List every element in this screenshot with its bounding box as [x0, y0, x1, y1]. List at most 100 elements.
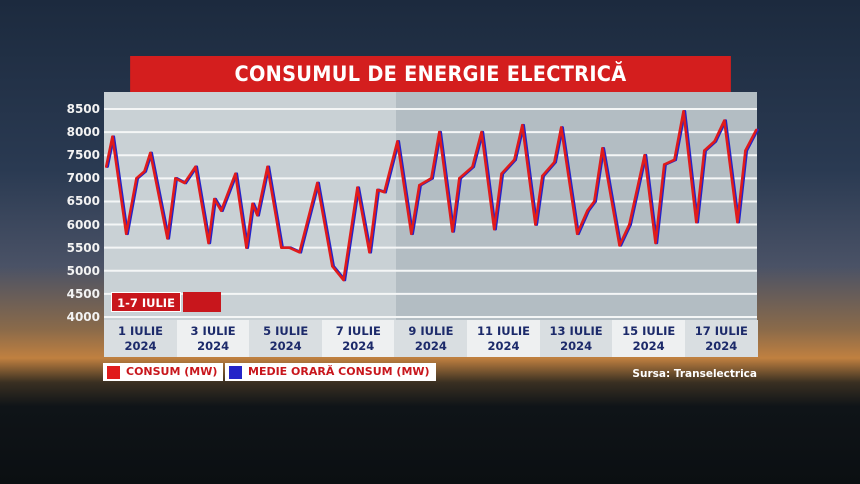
y-tick-label: 5500 [66, 240, 100, 255]
y-tick-label: 6000 [66, 217, 100, 232]
legend-item-medie: MEDIE ORARĂ CONSUM (MW) [225, 363, 436, 381]
y-tick-label: 8000 [66, 125, 100, 140]
x-tick-date: 17 IULIE [694, 324, 748, 338]
data-point [256, 214, 259, 217]
data-point [703, 149, 706, 152]
x-tick-date: 9 IULIE [408, 324, 454, 338]
data-point [194, 165, 197, 168]
x-tick-date: 13 IULIE [549, 324, 603, 338]
y-tick-label: 6500 [66, 194, 100, 209]
x-tick-year: 2024 [342, 339, 375, 353]
data-point [458, 177, 461, 180]
data-point [480, 130, 483, 134]
data-point [493, 227, 496, 231]
data-point [149, 151, 152, 155]
data-point [111, 135, 114, 138]
x-tick-label: 7 IULIE 2024 [321, 320, 395, 357]
data-point [618, 244, 621, 247]
source-credit: Sursa: Transelectrica [632, 368, 757, 380]
data-point [744, 149, 747, 152]
data-point [183, 181, 186, 185]
data-point [105, 165, 108, 168]
data-point [471, 165, 474, 168]
data-point [593, 200, 596, 203]
data-point [316, 181, 319, 185]
data-point [438, 130, 441, 134]
data-point [125, 232, 128, 235]
data-point [560, 126, 563, 129]
data-point [628, 223, 631, 226]
data-point [695, 221, 698, 224]
legend-swatch-blue [229, 365, 242, 379]
data-point [755, 128, 758, 131]
x-tick-year: 2024 [705, 339, 738, 353]
data-point [174, 177, 177, 180]
data-point [553, 160, 556, 164]
x-tick-date: 5 IULIE [263, 324, 309, 338]
data-point [266, 165, 269, 168]
data-point [682, 110, 685, 113]
x-tick-date: 7 IULIE [335, 324, 381, 338]
data-point [430, 177, 433, 180]
data-point [280, 246, 283, 249]
data-point [213, 197, 216, 201]
data-point [541, 174, 544, 178]
data-point [220, 209, 223, 212]
x-tick-year: 2024 [414, 339, 447, 353]
data-point [143, 170, 146, 173]
x-tick-date: 11 IULIE [476, 324, 531, 338]
data-point [418, 184, 421, 187]
data-point [601, 147, 604, 150]
x-tick-date: 1 IULIE [117, 324, 164, 338]
chart-title: CONSUMUL DE ENERGIE ELECTRICĂ [130, 56, 731, 92]
data-point [663, 163, 666, 166]
data-point [586, 209, 589, 212]
x-tick-year: 2024 [487, 339, 520, 353]
legend-item-consum: CONSUM (MW) [103, 363, 224, 381]
period-marker [183, 292, 221, 312]
data-point [410, 232, 413, 235]
x-tick-label: 3 IULIE 2024 [176, 320, 250, 357]
data-point [166, 237, 169, 240]
data-point [713, 140, 716, 143]
data-point [521, 123, 524, 127]
legend-swatch-red [107, 365, 120, 379]
data-point [654, 241, 657, 245]
data-point [723, 119, 726, 122]
x-tick-label: 5 IULIE 2024 [249, 320, 323, 357]
series-line-consum [104, 110, 758, 282]
data-point [513, 158, 516, 162]
y-tick-label: 4500 [66, 286, 100, 301]
x-tick-year: 2024 [124, 339, 157, 353]
period-badge: 1-7 IULIE [111, 292, 181, 312]
data-point [376, 188, 379, 192]
x-tick-label: 15 IULIE 2024 [612, 320, 686, 357]
legend-label: CONSUM (MW) [126, 365, 218, 378]
x-tick-year: 2024 [560, 339, 593, 353]
data-point [245, 246, 248, 249]
data-point [736, 221, 739, 224]
x-tick-date: 3 IULIE [190, 324, 236, 338]
x-tick-year: 2024 [632, 339, 665, 353]
data-point [207, 241, 210, 245]
x-tick-year: 2024 [197, 339, 230, 353]
data-point [500, 172, 503, 175]
data-point [234, 172, 237, 175]
y-tick-label: 4000 [66, 310, 100, 324]
x-tick-year: 2024 [269, 339, 302, 353]
data-point [643, 154, 646, 157]
data-point [135, 177, 138, 180]
x-tick-label: 17 IULIE 2024 [684, 320, 758, 357]
data-point [383, 191, 386, 194]
data-point [451, 230, 454, 233]
y-tick-label: 7500 [66, 148, 100, 163]
data-point [331, 264, 334, 268]
y-tick-label: 7000 [66, 171, 100, 186]
data-point [576, 232, 579, 235]
x-tick-label: 13 IULIE 2024 [539, 320, 613, 357]
data-point [356, 186, 359, 189]
data-point [298, 251, 301, 254]
data-point [251, 202, 254, 205]
data-point [396, 140, 399, 143]
